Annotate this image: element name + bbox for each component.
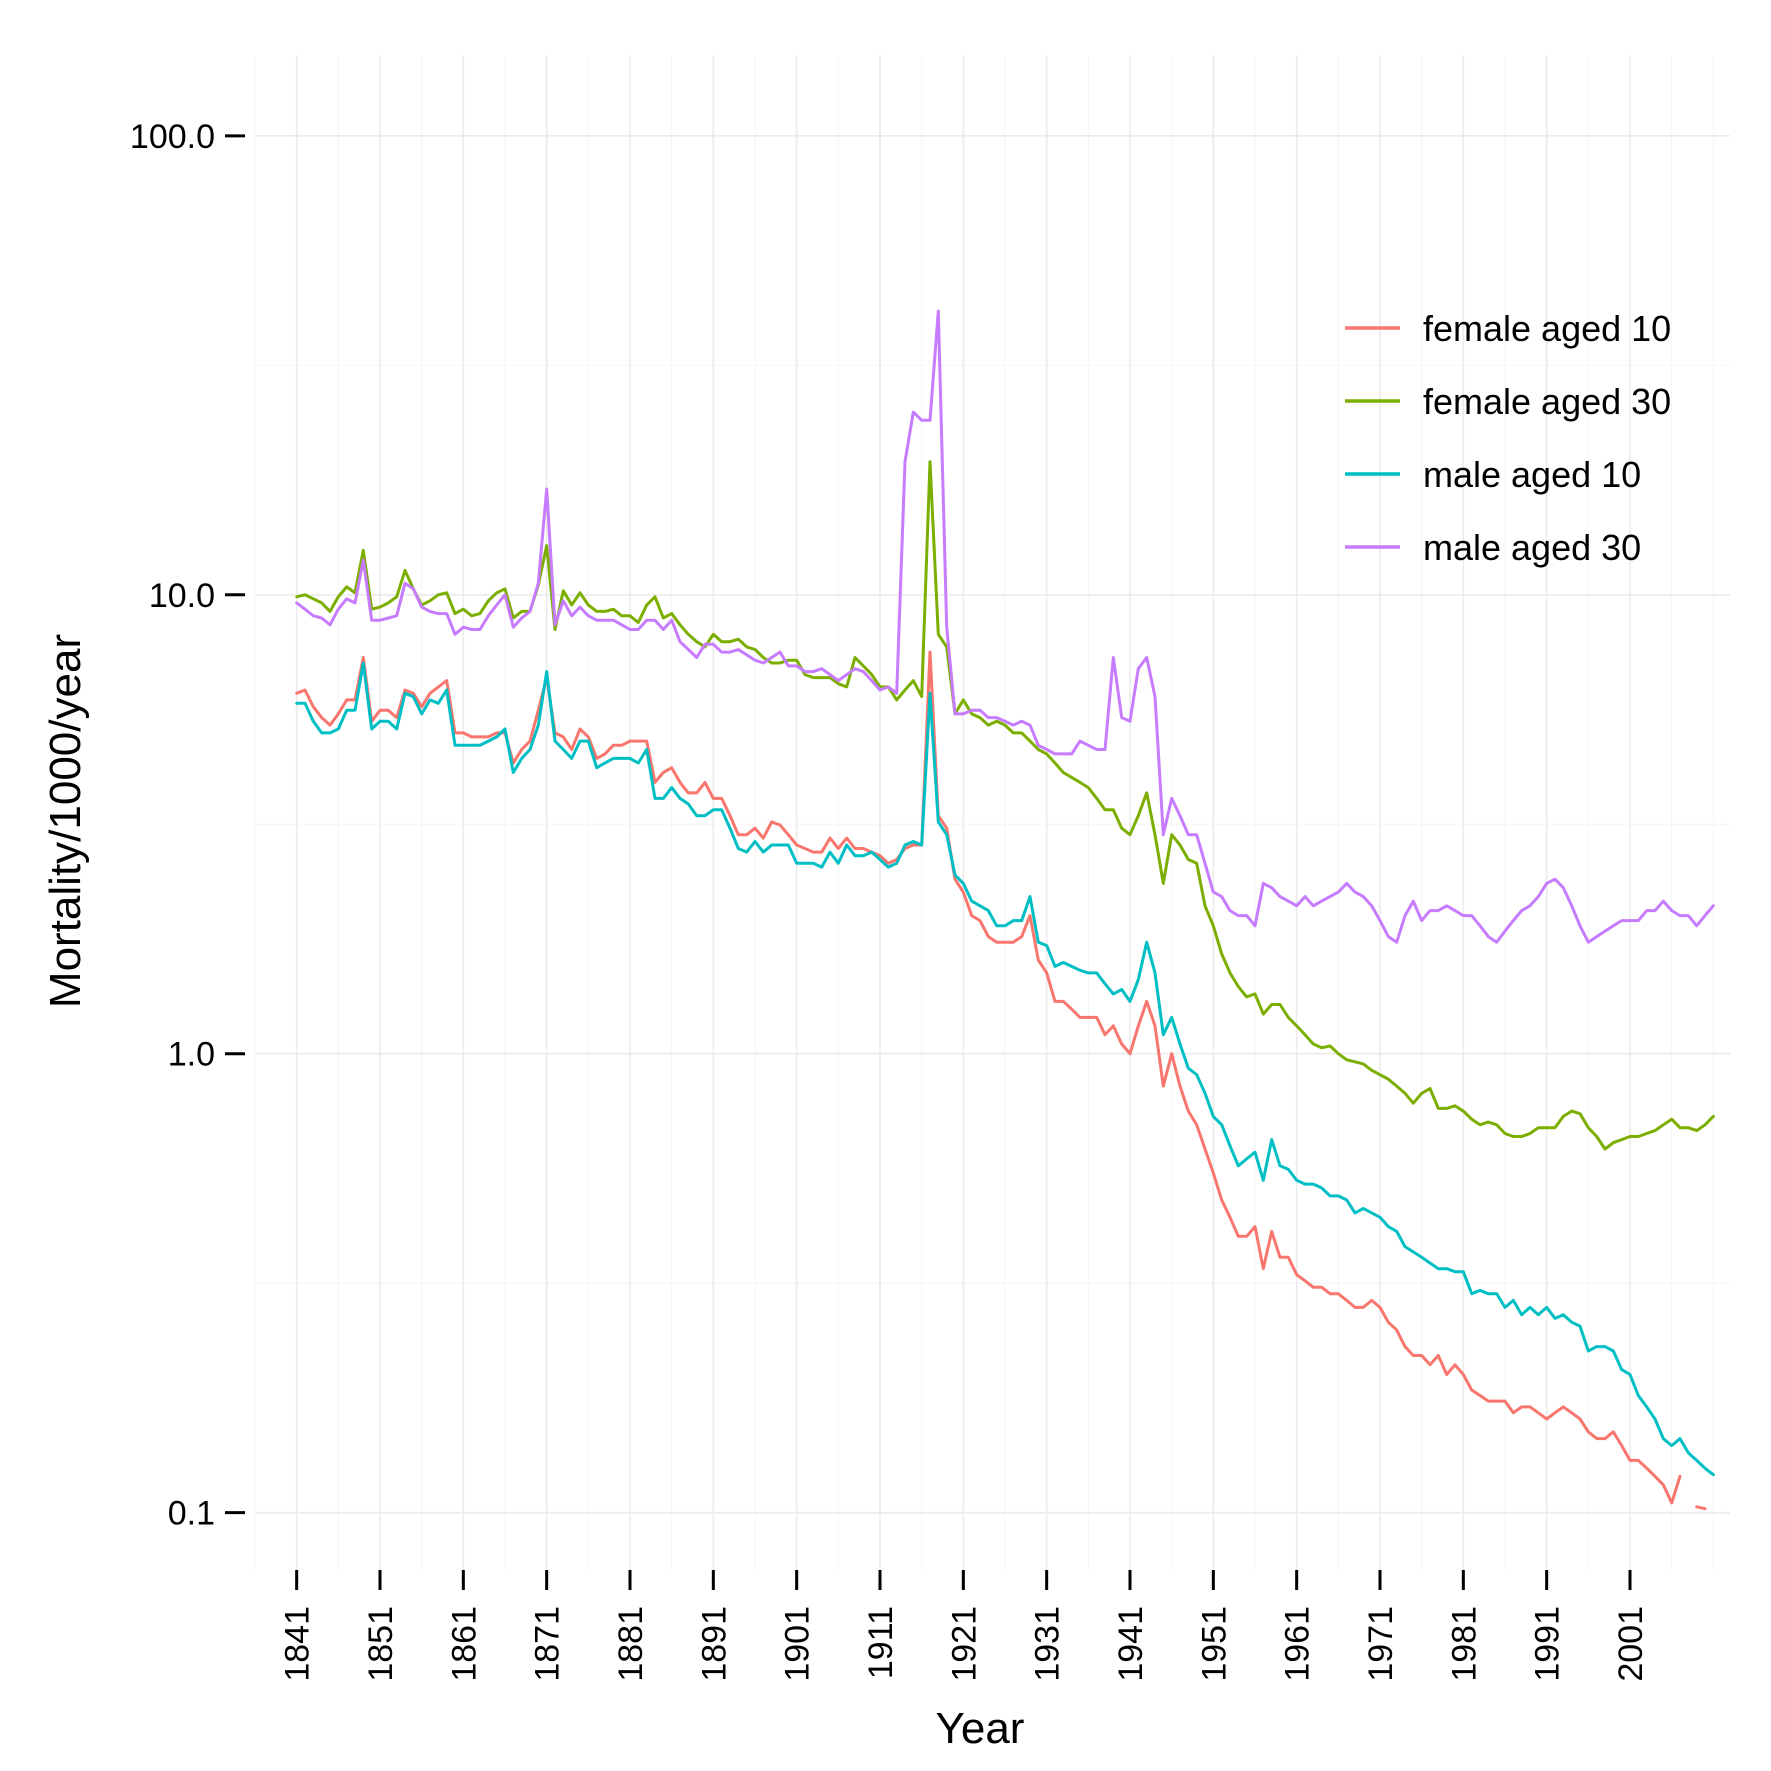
series-line: [1695, 1505, 1707, 1511]
x-tick-label: 1991: [1529, 1606, 1567, 1682]
y-tick-label: 0.1: [168, 1495, 215, 1533]
y-axis: 0.1 1.0 10.0 100.0: [130, 118, 245, 1533]
series-layer: [295, 309, 1715, 1511]
legend-item: female aged 10: [1345, 308, 1671, 349]
x-tick-label: 2001: [1612, 1606, 1650, 1682]
series-line: [295, 309, 1715, 944]
x-tick-label: 1911: [862, 1606, 900, 1679]
series-line: [295, 661, 1715, 1477]
major-grid: [255, 55, 1730, 1570]
series-male-aged-30: [295, 309, 1715, 944]
legend-label: male aged 30: [1423, 527, 1641, 568]
series-male-aged-10: [295, 661, 1715, 1477]
x-tick-label: 1851: [362, 1606, 400, 1682]
x-tick-label: 1941: [1112, 1606, 1150, 1682]
x-tick-label: 1841: [279, 1606, 317, 1682]
legend-item: male aged 30: [1345, 527, 1641, 568]
x-axis: 1841 1851 1861 1871 1881 1891 1901 1911 1921 1931…: [279, 1570, 1650, 1682]
y-axis-title: Mortality/1000/year: [41, 634, 90, 1008]
x-tick-label: 1951: [1195, 1606, 1233, 1682]
x-tick-label: 1871: [529, 1606, 567, 1682]
x-tick-label: 1971: [1362, 1606, 1400, 1682]
y-tick-label: 100.0: [130, 118, 215, 156]
legend-label: female aged 10: [1423, 308, 1671, 349]
y-tick-label: 10.0: [149, 577, 215, 615]
x-tick-label: 1961: [1279, 1606, 1317, 1682]
x-tick-label: 1891: [695, 1606, 733, 1682]
minor-grid: [254, 55, 1730, 1570]
series-female-aged-10: [295, 650, 1707, 1511]
x-tick-label: 1861: [445, 1606, 483, 1682]
legend-item: male aged 10: [1345, 454, 1641, 495]
x-axis-title: Year: [936, 1704, 1025, 1753]
legend-label: female aged 30: [1423, 381, 1671, 422]
x-tick-label: 1901: [779, 1606, 817, 1682]
x-tick-label: 1931: [1029, 1606, 1067, 1682]
x-tick-label: 1921: [945, 1606, 983, 1682]
legend: female aged 10 female aged 30 male aged 10…: [1345, 308, 1671, 568]
legend-item: female aged 30: [1345, 381, 1671, 422]
x-tick-label: 1881: [612, 1606, 650, 1682]
x-tick-label: 1981: [1445, 1606, 1483, 1682]
series-line: [295, 650, 1682, 1505]
y-tick-label: 1.0: [168, 1036, 215, 1074]
legend-label: male aged 10: [1423, 454, 1641, 495]
